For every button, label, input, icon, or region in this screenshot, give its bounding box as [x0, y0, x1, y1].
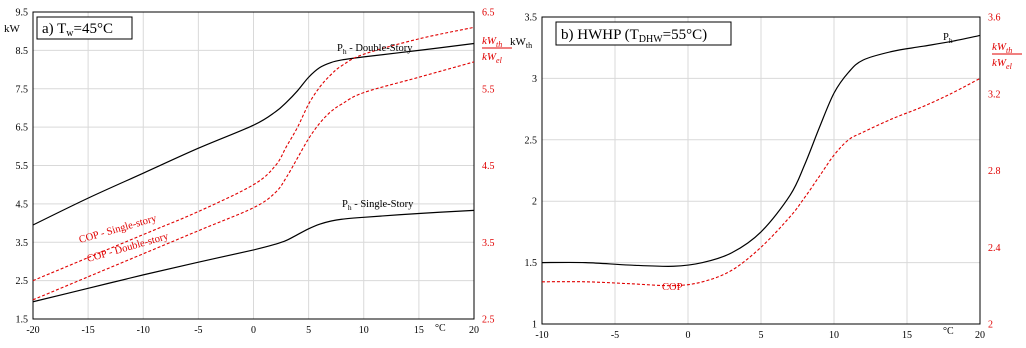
y2-tick-label: 3.5 [482, 238, 495, 249]
series-label-ph: Ph [943, 32, 953, 45]
chart-title: a) Tw=45°C [42, 21, 113, 39]
y-tick-label: 7.5 [16, 84, 29, 95]
title-box [555, 21, 732, 46]
x-tick-label: 20 [975, 330, 985, 341]
y2-axis-label-den: kWel [992, 57, 1013, 71]
x-tick-label: 5 [306, 325, 311, 336]
chart-b: -10 -5 0 5 10 15 20 1 1.5 2 2.5 3 3.5 2 2.4 2.8 3.2 3.6 b)… [510, 13, 1022, 341]
y2-axis-label-den: kWel [482, 51, 503, 65]
y-tick-label: 6.5 [16, 123, 29, 134]
y2-tick-label: 3.6 [988, 13, 1001, 24]
series-line-0 [541, 34, 981, 267]
y-tick-label: 1.5 [525, 258, 538, 269]
x-tick-label: 20 [469, 325, 479, 336]
y2-tick-label: 2.4 [988, 243, 1001, 254]
x-tick-label: -10 [137, 325, 150, 336]
x-tick-label: 5 [759, 330, 764, 341]
x-tick-label: 15 [414, 325, 424, 336]
y-tick-label: 5.5 [16, 161, 29, 172]
x-tick-label: -5 [194, 325, 202, 336]
y2-tick-label: 3.2 [988, 89, 1001, 100]
y2-axis-label-num: kWth [482, 35, 502, 49]
series-label-single: Ph - Single-Story [342, 199, 414, 212]
y-tick-label: 2.5 [16, 276, 29, 287]
x-tick-label: -5 [611, 330, 619, 341]
y-tick-label: 4.5 [16, 199, 29, 210]
y2-tick-label: 4.5 [482, 161, 495, 172]
x-tick-label: -15 [81, 325, 94, 336]
plot-frame [32, 11, 475, 320]
x-tick-label: 15 [902, 330, 912, 341]
chart-a: -20 -15 -10 -5 0 5 10 15 20 1.5 2.5 3.5 4.5 5.5 6.5 7.5… [4, 8, 512, 336]
x-tick-label: 0 [686, 330, 691, 341]
x-tick-label: -20 [26, 325, 39, 336]
x-axis-unit: °C [943, 326, 954, 337]
y-tick-label: 3.5 [16, 238, 29, 249]
x-tick-label: 10 [359, 325, 369, 336]
y-tick-label: 3.5 [525, 13, 538, 24]
x-axis-unit: °C [435, 323, 446, 334]
series-line-2 [32, 26, 475, 282]
x-tick-label: 0 [251, 325, 256, 336]
y2-tick-label: 6.5 [482, 8, 495, 19]
series-line-1 [32, 209, 475, 303]
y2-tick-label: 2 [988, 320, 993, 331]
y2-tick-label: 5.5 [482, 84, 495, 95]
y2-tick-label: 2.8 [988, 166, 1001, 177]
y-tick-label: 9.5 [16, 8, 29, 19]
series-label-cop: COP [662, 282, 683, 293]
y-axis-label: kWth [510, 36, 532, 50]
y-tick-label: 2 [532, 197, 537, 208]
y-axis-label: kW [4, 23, 21, 35]
series-line-1 [541, 77, 981, 287]
x-tick-label: -10 [535, 330, 548, 341]
series-line-3 [32, 61, 475, 301]
y2-axis-label-num: kWth [992, 41, 1012, 55]
y2-tick-label: 2.5 [482, 315, 495, 326]
y-tick-label: 3 [532, 74, 537, 85]
chart-title: b) HWHP (TDHW=55°C) [561, 27, 707, 45]
y-tick-label: 1.5 [16, 315, 29, 326]
y-tick-label: 8.5 [16, 46, 29, 57]
y-tick-label: 2.5 [525, 135, 538, 146]
y-tick-label: 1 [532, 320, 537, 331]
plot-frame [541, 16, 981, 325]
title-box [36, 16, 133, 40]
series-label-double: Ph - Double-Story [337, 43, 413, 56]
x-tick-label: 10 [829, 330, 839, 341]
